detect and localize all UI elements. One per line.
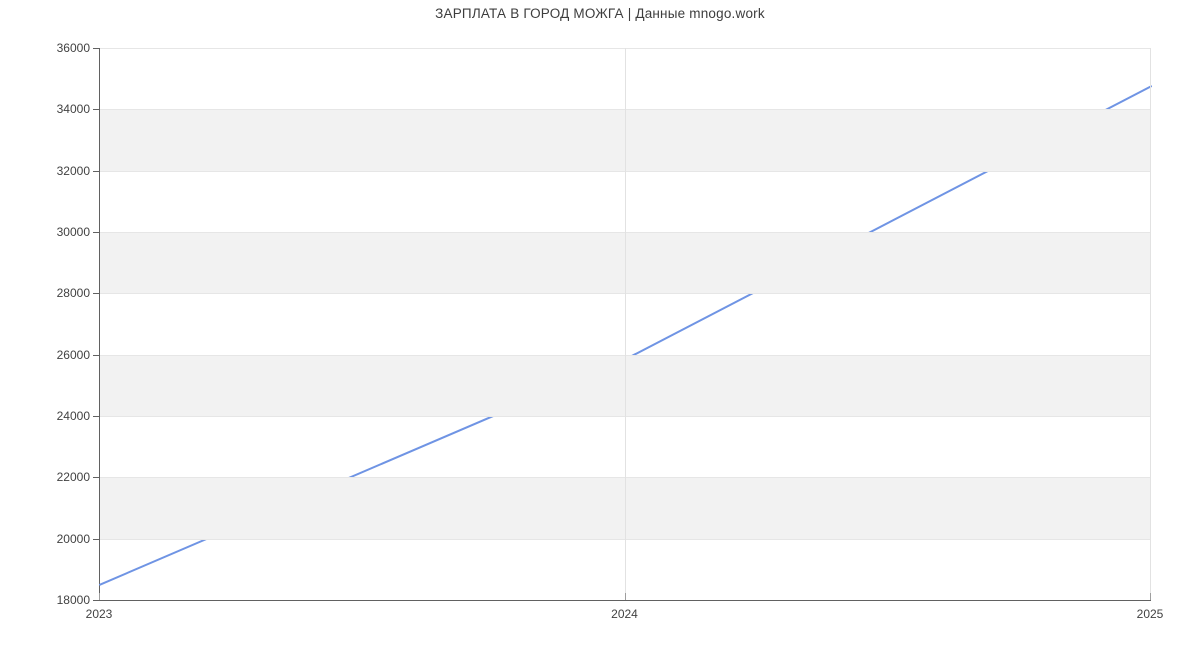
y-axis-tick-mark xyxy=(93,600,99,601)
y-tick-label: 30000 xyxy=(56,225,90,239)
x-axis-labels: 2023 2024 2025 xyxy=(86,607,1164,627)
y-tick-label: 28000 xyxy=(56,286,90,301)
vertical-gridline xyxy=(1150,48,1151,600)
chart-title: ЗАРПЛАТА В ГОРОД МОЖГА | Данные mnogo.wo… xyxy=(435,6,765,21)
y-axis-tick-mark xyxy=(93,48,99,49)
y-tick-label: 20000 xyxy=(56,531,90,546)
y-axis-tick-mark xyxy=(93,416,99,417)
y-axis-tick-mark xyxy=(93,232,99,233)
y-tick-label: 26000 xyxy=(56,347,90,362)
y-axis-labels: 18000 20000 22000 24000 26000 28000 30000 32000… xyxy=(0,41,90,607)
x-axis-tick xyxy=(99,593,100,600)
y-axis-tick-mark xyxy=(93,539,99,540)
x-axis-tick xyxy=(1150,593,1151,600)
y-tick-label: 32000 xyxy=(56,163,90,178)
x-tick-label: 2024 xyxy=(611,607,638,621)
x-tick-label: 2025 xyxy=(1136,607,1164,621)
vertical-gridline xyxy=(625,48,626,600)
y-axis-tick-mark xyxy=(93,355,99,356)
y-tick-label: 24000 xyxy=(56,409,90,423)
y-axis-tick-mark xyxy=(93,109,99,110)
x-tick-label: 2023 xyxy=(85,607,113,621)
plot-area xyxy=(99,48,1152,601)
y-tick-label: 36000 xyxy=(56,41,90,55)
y-axis-tick-mark xyxy=(93,293,99,294)
y-tick-label: 22000 xyxy=(56,470,90,485)
y-axis-ticks xyxy=(93,48,99,601)
y-axis-tick-mark xyxy=(93,171,99,172)
x-axis-tick xyxy=(625,593,626,600)
y-axis-tick-mark xyxy=(93,477,99,478)
y-tick-label: 18000 xyxy=(56,593,90,607)
y-tick-label: 34000 xyxy=(56,102,90,117)
